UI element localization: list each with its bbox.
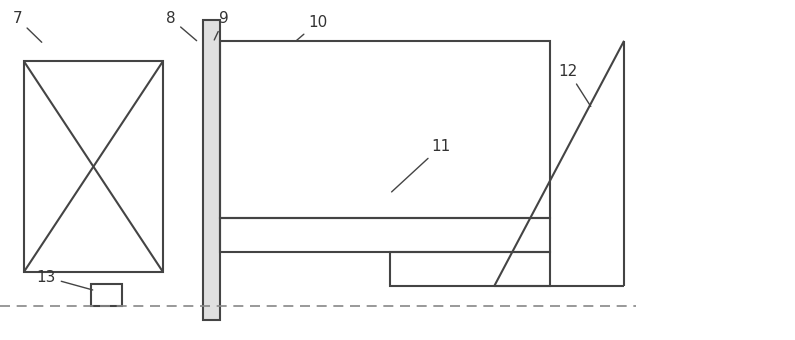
Text: 11: 11 <box>392 139 451 192</box>
Text: 7: 7 <box>13 11 41 42</box>
Bar <box>220 218 550 252</box>
Bar <box>220 41 550 218</box>
Text: 13: 13 <box>37 270 93 290</box>
Text: 10: 10 <box>297 15 328 41</box>
Text: 9: 9 <box>214 11 229 40</box>
Text: 12: 12 <box>559 64 591 106</box>
Bar <box>24 61 163 272</box>
Bar <box>390 252 550 286</box>
Bar <box>203 20 220 320</box>
Text: 8: 8 <box>166 11 196 41</box>
Bar <box>91 284 122 306</box>
